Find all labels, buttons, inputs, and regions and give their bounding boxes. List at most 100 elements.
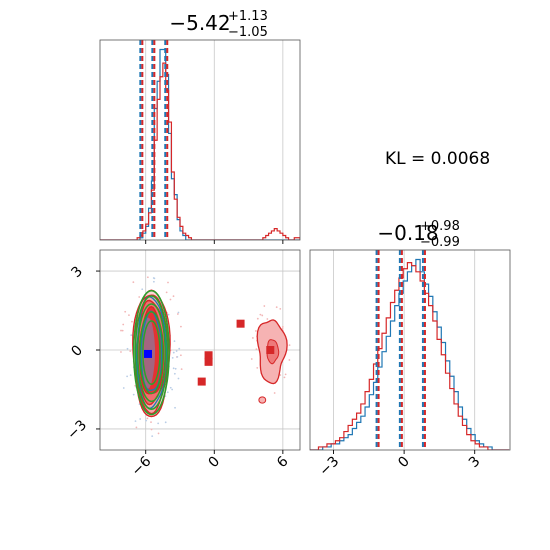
scatter-point	[122, 387, 125, 389]
histogram-series	[310, 258, 510, 450]
scatter-point	[166, 391, 169, 394]
scatter-point	[256, 366, 259, 369]
scatter-point	[141, 288, 144, 291]
scatter-point	[151, 435, 154, 438]
scatter-point	[132, 393, 135, 396]
blue-marker	[144, 349, 152, 358]
scatter-point	[251, 337, 254, 339]
scatter-point	[171, 356, 174, 359]
red-marker	[204, 351, 213, 360]
scatter-point	[150, 421, 152, 424]
green-contour-level	[132, 290, 170, 416]
scatter-point	[172, 295, 175, 298]
scatter-point	[129, 350, 132, 353]
scatter-point	[174, 367, 177, 370]
histogram-panel-param1: −5.42 +1.13 −1.05	[99, 9, 301, 244]
x-tick-label: 3	[466, 454, 484, 472]
x-ticks: −3 0 3	[316, 450, 484, 479]
scatter-point	[273, 392, 276, 394]
scatter-point	[284, 373, 287, 376]
blue-contour-level	[140, 310, 163, 391]
histogram-series	[100, 48, 300, 240]
scatter-point	[167, 281, 169, 284]
title-median: −0.18	[377, 221, 438, 245]
green-contour-level	[139, 311, 164, 395]
scatter-point	[139, 418, 142, 420]
scatter-point	[152, 280, 155, 283]
scatter-point	[138, 296, 141, 298]
scatter-point	[120, 351, 122, 353]
scatter-point	[157, 422, 160, 425]
quantile-lines	[139, 40, 169, 240]
scatter-point	[165, 291, 168, 294]
title-median: −5.42	[169, 11, 230, 35]
title-lower: −0.99	[420, 235, 460, 250]
red-histogram-step	[310, 261, 510, 450]
scatter-point	[120, 329, 122, 332]
title-lower: −1.05	[228, 25, 268, 40]
scatter-point	[288, 344, 291, 347]
scatter-point	[135, 426, 138, 429]
x-ticks	[145, 240, 284, 244]
histogram-panel-param2: −3 0 3 −0.18 +0.98 −0.99	[309, 219, 511, 479]
scatter-point	[250, 358, 253, 360]
red-marker	[236, 319, 245, 328]
x-tick-label: −6	[129, 453, 155, 479]
scatter-point	[171, 388, 174, 391]
scatter-point	[288, 359, 291, 361]
scatter-point	[122, 323, 125, 326]
x-tick-label: 0	[205, 454, 223, 472]
quantile-lines	[375, 250, 426, 450]
kl-divergence-label: KL = 0.0068	[385, 149, 490, 169]
red-marker	[197, 377, 206, 386]
title-upper: +1.13	[228, 9, 268, 24]
scatter-point	[131, 320, 133, 323]
scatter-point	[259, 313, 262, 316]
scatter-point	[130, 334, 133, 336]
scatter-point	[179, 354, 182, 357]
title-upper: +0.98	[420, 219, 460, 234]
scatter-point	[164, 421, 167, 424]
scatter-point	[255, 330, 257, 332]
scatter-point	[146, 276, 149, 279]
scatter-point	[255, 348, 258, 351]
scatter-point	[126, 347, 129, 350]
grid-lines	[145, 40, 284, 240]
scatter-point	[129, 374, 132, 376]
scatter-point	[256, 317, 259, 320]
axis-frame	[99, 39, 301, 241]
scatter-point	[281, 325, 284, 328]
scatter-point	[121, 329, 124, 332]
scatter-point	[172, 351, 175, 354]
scatter-point	[173, 372, 176, 375]
scatter-point	[178, 347, 181, 350]
scatter-point	[266, 318, 269, 320]
red-small-contour	[258, 396, 267, 404]
scatter-contour-panel: −6 0 6 −3 0 3	[64, 249, 301, 479]
title-param2: −0.18	[377, 221, 438, 245]
scatter-point	[146, 417, 149, 420]
blue-contour-level	[136, 296, 168, 410]
scatter-point	[128, 314, 130, 316]
scatter-point	[177, 311, 180, 314]
red-marker	[204, 357, 213, 366]
scatter-point	[279, 374, 282, 376]
x-tick-label: 6	[274, 453, 292, 471]
scatter-point	[281, 327, 284, 330]
scatter-point	[167, 313, 170, 316]
scatter-point	[263, 305, 266, 307]
scatter-point	[157, 432, 160, 435]
y-tick-label: −3	[64, 417, 90, 443]
scatter-point	[174, 406, 176, 409]
y-ticks: −3 0 3	[64, 263, 100, 443]
title-param1: −5.42	[169, 11, 230, 35]
scatter-point	[150, 428, 153, 431]
green-contour-level	[134, 295, 169, 410]
blue-histogram-step	[100, 48, 300, 240]
axis-frame	[309, 249, 511, 451]
scatter-point	[180, 325, 182, 328]
scatter-point	[126, 375, 129, 378]
scatter-point	[153, 277, 156, 280]
y-tick-label: 0	[68, 342, 86, 360]
